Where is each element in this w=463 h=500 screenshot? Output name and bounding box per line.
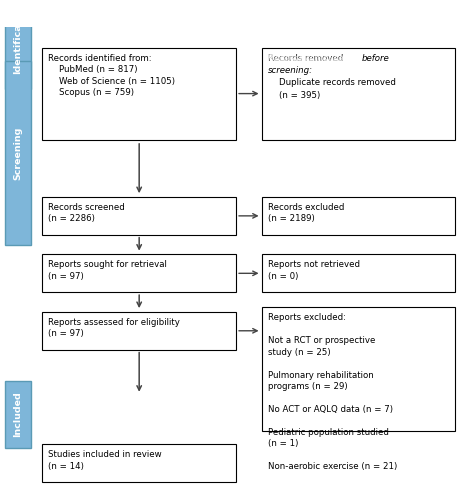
Text: Records removed  before: Records removed before xyxy=(268,54,375,62)
Text: Reports sought for retrieval
(n = 97): Reports sought for retrieval (n = 97) xyxy=(48,260,167,281)
FancyBboxPatch shape xyxy=(5,381,31,448)
Text: Records removed: Records removed xyxy=(268,54,346,62)
Text: Reports not retrieved
(n = 0): Reports not retrieved (n = 0) xyxy=(268,260,359,281)
FancyBboxPatch shape xyxy=(42,444,236,482)
Text: Identification: Identification xyxy=(13,2,23,74)
Text: Screening: Screening xyxy=(13,126,23,180)
Text: screening:: screening: xyxy=(268,66,313,75)
FancyBboxPatch shape xyxy=(262,308,456,432)
Text: before: before xyxy=(362,54,390,62)
FancyBboxPatch shape xyxy=(262,254,456,292)
FancyBboxPatch shape xyxy=(42,48,236,140)
Text: Records identified from:
    PubMed (n = 817)
    Web of Science (n = 1105)
    : Records identified from: PubMed (n = 817… xyxy=(48,54,175,97)
FancyBboxPatch shape xyxy=(262,197,456,234)
Text: Records screened
(n = 2286): Records screened (n = 2286) xyxy=(48,203,125,224)
FancyBboxPatch shape xyxy=(262,48,456,140)
FancyBboxPatch shape xyxy=(42,312,236,350)
FancyBboxPatch shape xyxy=(5,0,31,89)
FancyBboxPatch shape xyxy=(5,62,31,246)
Text: Duplicate records removed: Duplicate records removed xyxy=(268,78,395,88)
Text: Included: Included xyxy=(13,392,23,437)
Text: (n = 395): (n = 395) xyxy=(268,91,320,100)
Text: Reports excluded:

Not a RCT or prospective
study (n = 25)

Pulmonary rehabilita: Reports excluded: Not a RCT or prospecti… xyxy=(268,314,397,471)
Text: Records excluded
(n = 2189): Records excluded (n = 2189) xyxy=(268,203,344,224)
Text: Reports assessed for eligibility
(n = 97): Reports assessed for eligibility (n = 97… xyxy=(48,318,180,338)
FancyBboxPatch shape xyxy=(42,197,236,234)
FancyBboxPatch shape xyxy=(42,254,236,292)
Text: Studies included in review
(n = 14): Studies included in review (n = 14) xyxy=(48,450,162,470)
